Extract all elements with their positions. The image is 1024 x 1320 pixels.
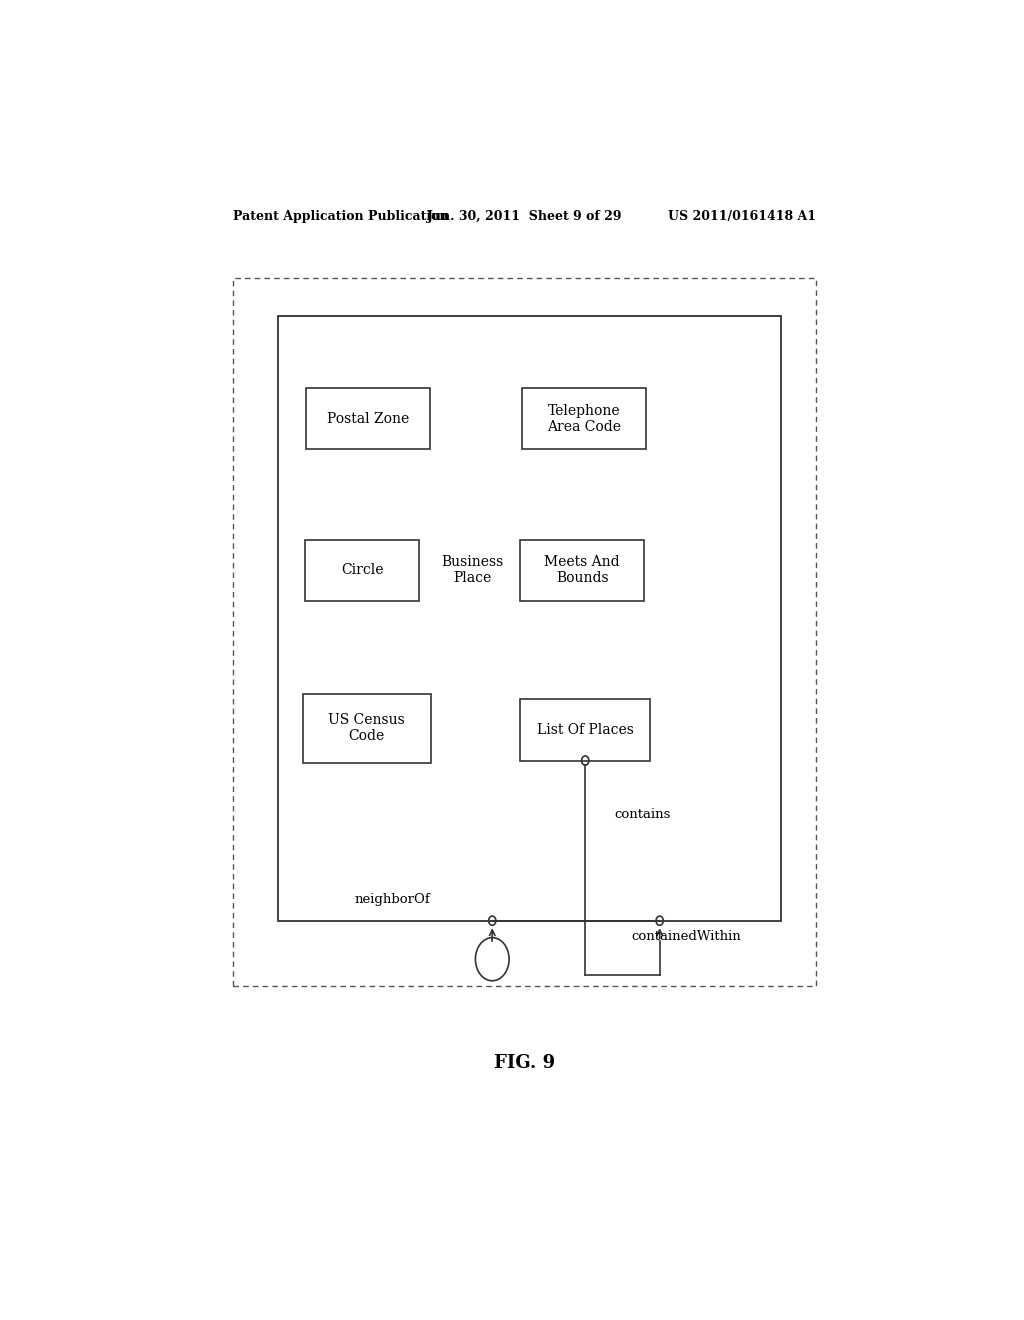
Text: Business
Place: Business Place [441,556,503,586]
Bar [306,388,430,449]
Bar [520,540,644,601]
Text: Patent Application Publication: Patent Application Publication [233,210,449,223]
Text: Telephone
Area Code: Telephone Area Code [547,404,621,434]
Text: List Of Places: List Of Places [537,723,634,737]
Bar [520,700,650,760]
Bar [233,277,816,986]
Text: US 2011/0161418 A1: US 2011/0161418 A1 [669,210,816,223]
Bar [303,693,431,763]
Text: Postal Zone: Postal Zone [327,412,410,425]
Text: containedWithin: containedWithin [631,929,741,942]
Text: contains: contains [614,808,671,821]
Bar [305,540,420,601]
Bar [521,388,646,449]
Bar [278,317,781,921]
Text: neighborOf: neighborOf [354,892,430,906]
Text: Circle: Circle [341,564,383,577]
Text: Jun. 30, 2011  Sheet 9 of 29: Jun. 30, 2011 Sheet 9 of 29 [427,210,623,223]
Text: Meets And
Bounds: Meets And Bounds [545,556,620,586]
Text: FIG. 9: FIG. 9 [495,1055,555,1072]
Text: US Census
Code: US Census Code [329,713,406,743]
